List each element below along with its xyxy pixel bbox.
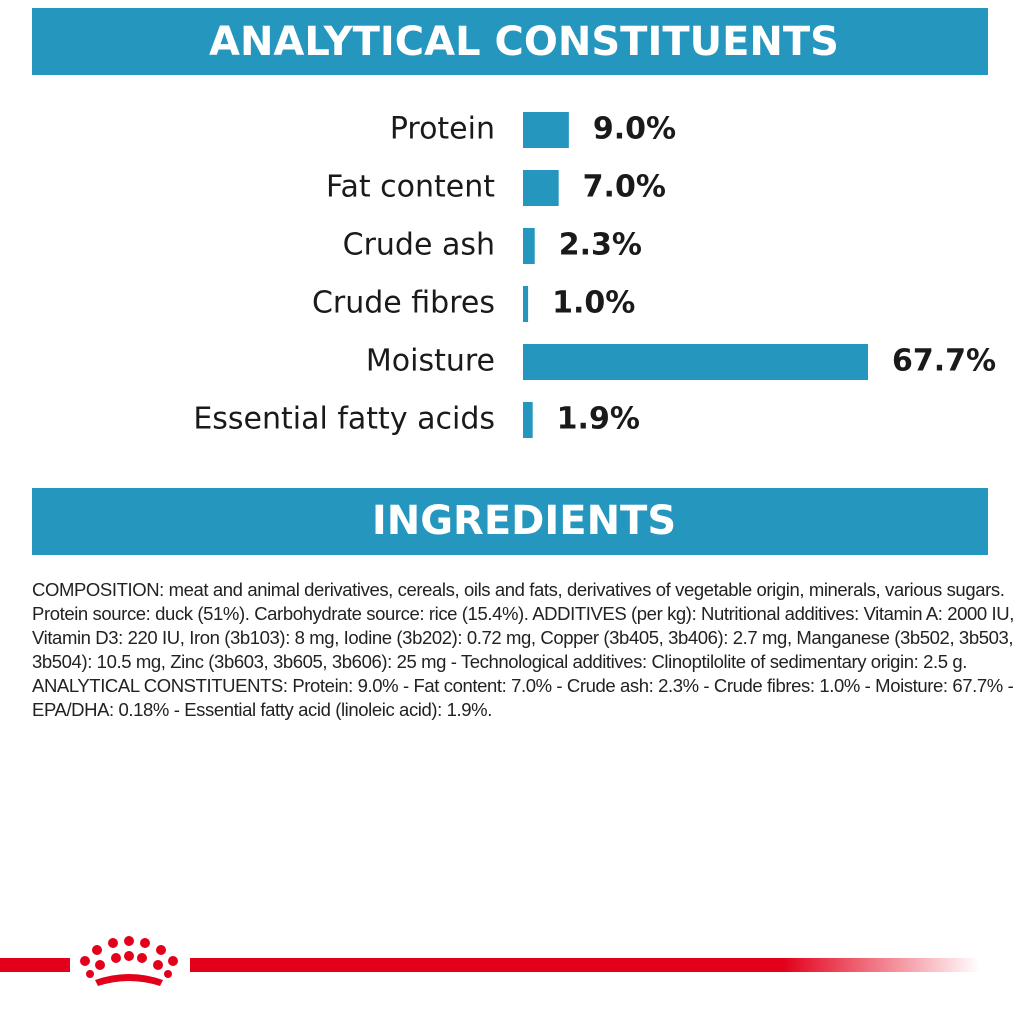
value-label: 2.3% [559,228,642,263]
bar [523,228,535,264]
logo [0,936,980,986]
bar [523,402,533,438]
category-label: Essential fatty acids [193,402,495,437]
value-label: 1.0% [552,286,635,321]
header-band [32,488,988,555]
value-label: 9.0% [593,112,676,147]
header-band [32,8,988,75]
category-label: Fat content [326,170,495,205]
value-label: 7.0% [583,170,666,205]
bar [523,170,559,206]
category-label: Crude fibres [312,286,495,321]
category-label: Protein [390,112,495,147]
category-label: Crude ash [343,228,495,263]
category-label: Moisture [366,344,495,379]
value-label: 1.9% [557,402,640,437]
value-label: 67.7% [892,344,996,379]
bar [523,344,868,380]
bar [523,112,569,148]
section-title: INGREDIENTS [372,498,676,544]
chart-title: ANALYTICAL CONSTITUENTS [209,19,839,65]
ingredients-text: COMPOSITION: meat and animal derivatives… [32,579,1014,720]
bar-chart: Protein 9.0% Fat content 7.0% Crude ash 2.3% C… [193,112,996,438]
bar [523,286,529,322]
